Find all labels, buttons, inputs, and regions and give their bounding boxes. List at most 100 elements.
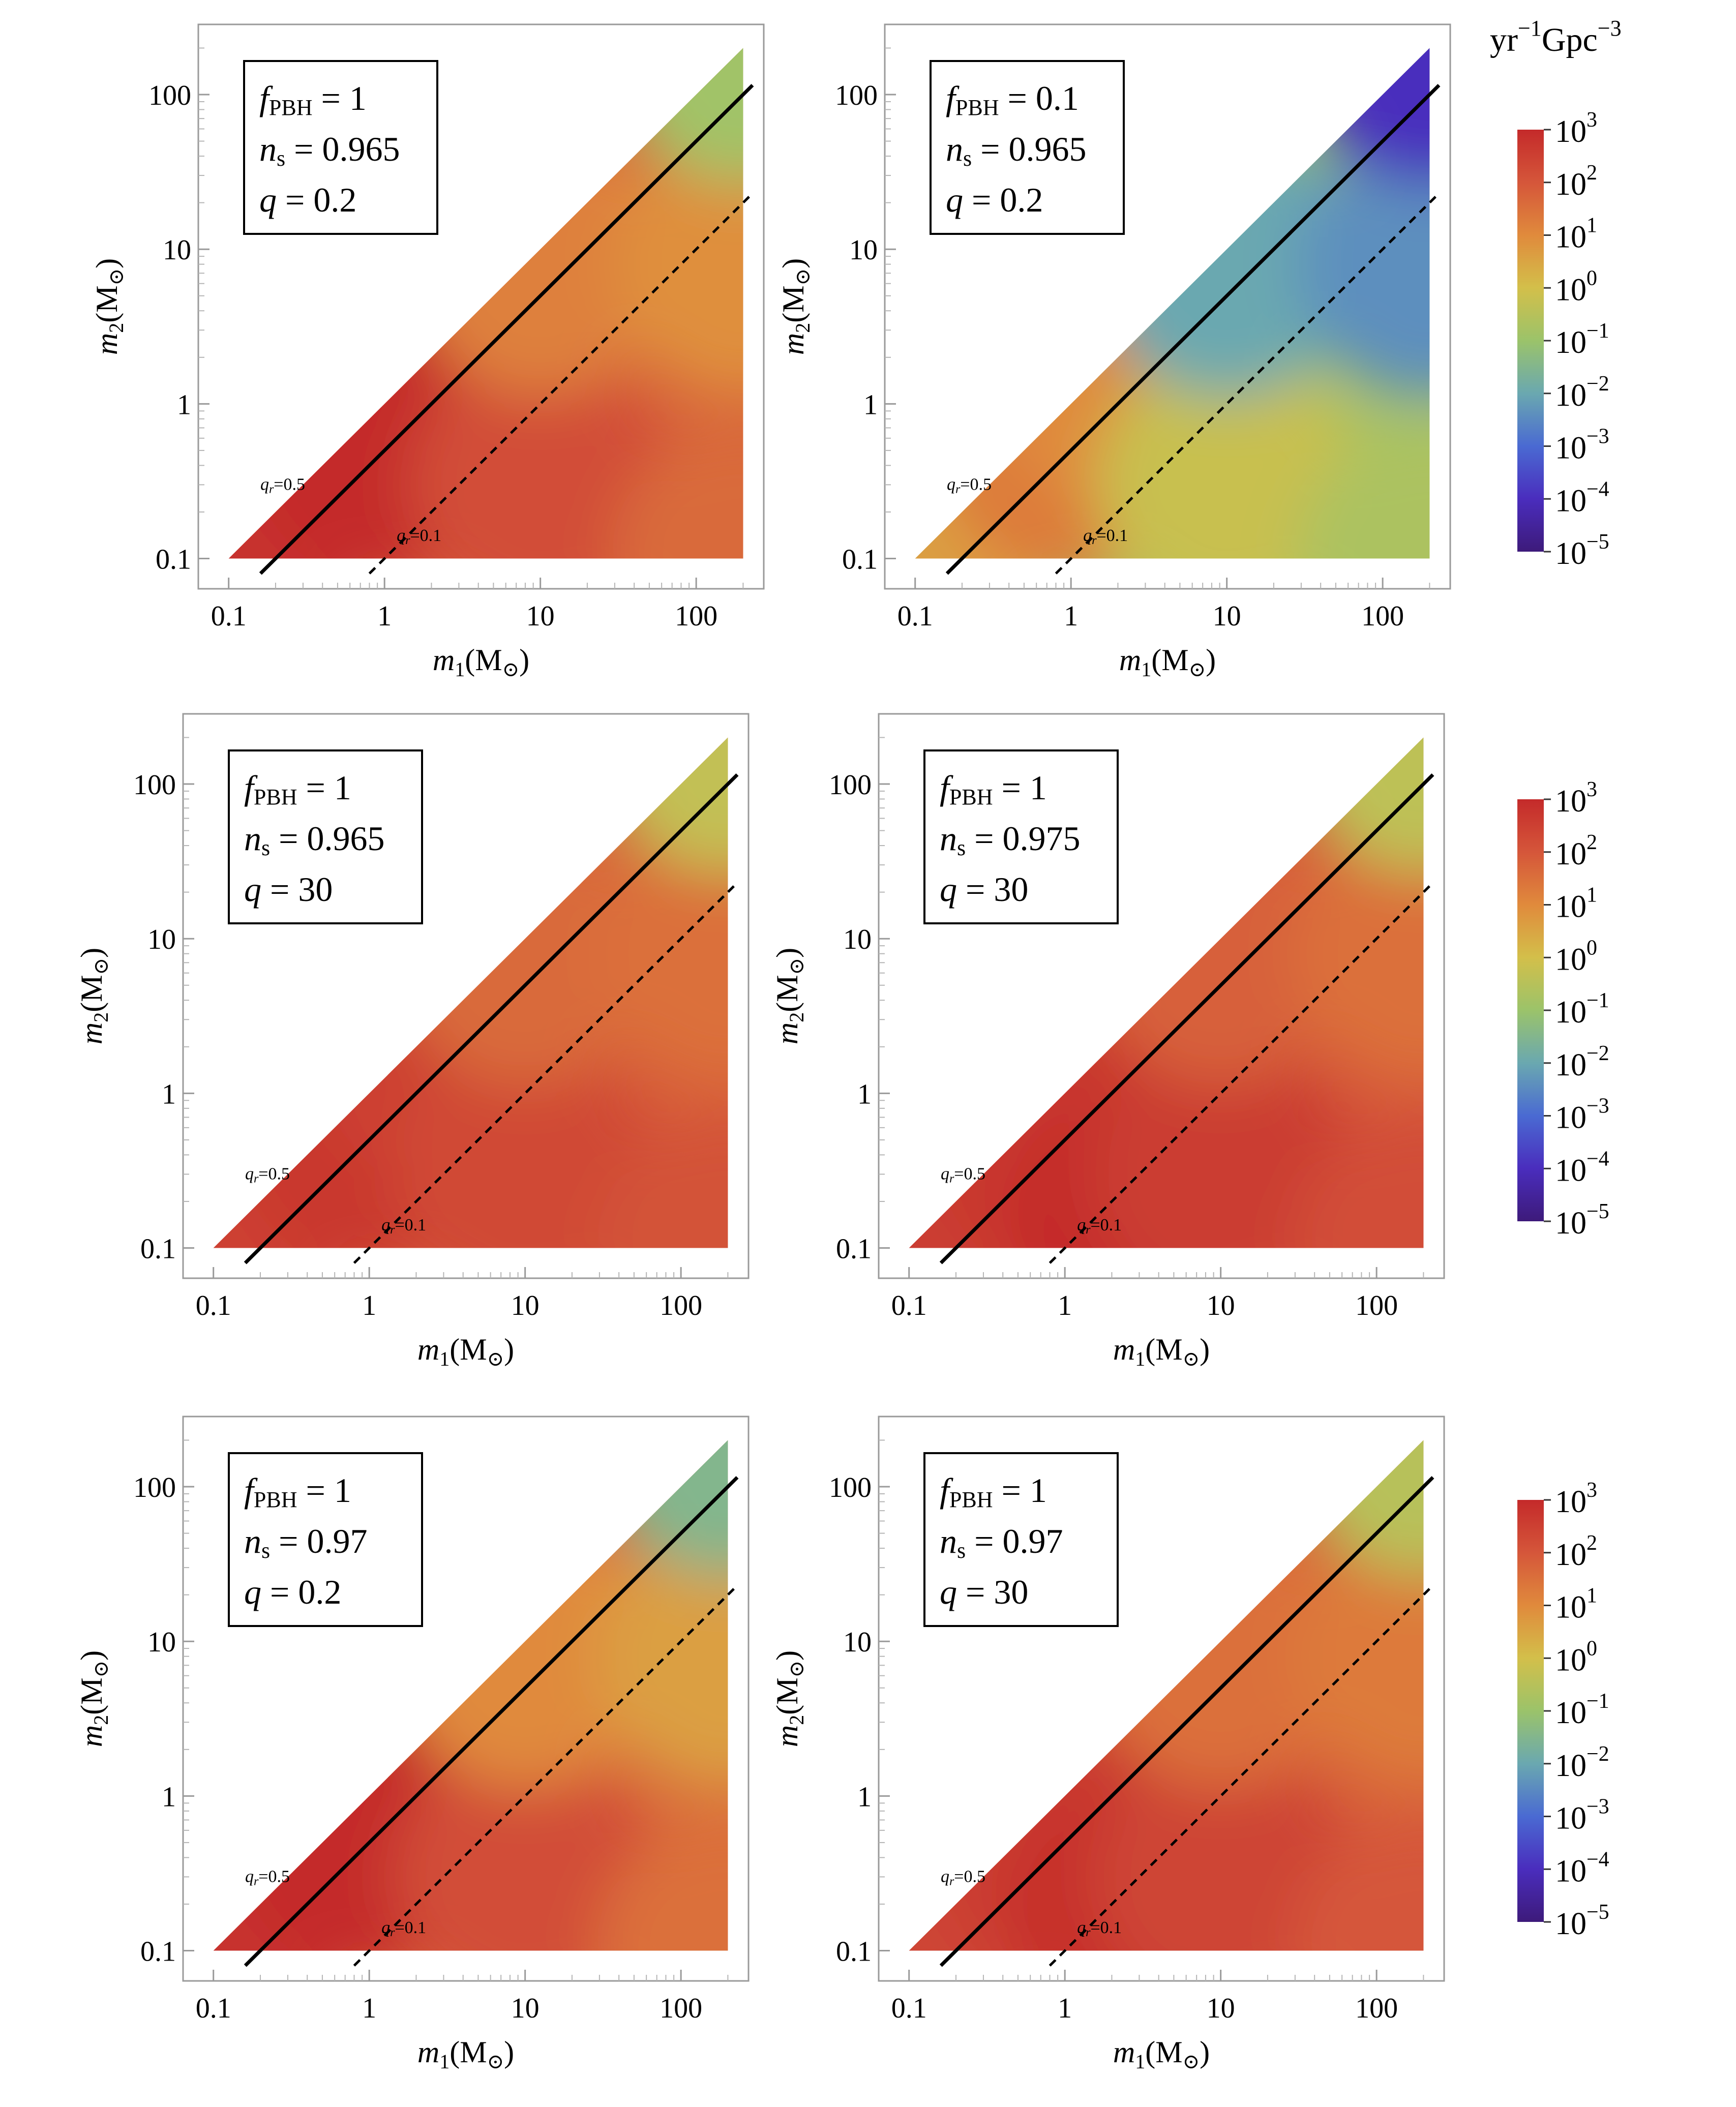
y-tick-label: 100 — [829, 769, 872, 801]
x-tick-label: 10 — [1207, 1290, 1235, 1321]
ratio-line-solid — [244, 773, 739, 1265]
param-fpbh: fPBH = 1 — [259, 79, 367, 120]
axis-ticks — [183, 737, 729, 1278]
colorbar-tick-label: 103 — [1555, 108, 1597, 149]
panel-6: qr=0.5 qr=0.1 0.1 1 10 100 0.1 1 10 100 m1(M⊙) m2(M… — [770, 1416, 1445, 2073]
y-tick-label: 10 — [843, 924, 872, 955]
rate-sample — [595, 821, 728, 1086]
ratio-line-dashed — [368, 192, 754, 575]
rate-sample — [393, 1744, 657, 1951]
panel-5: qr=0.5 qr=0.1 0.1 1 10 100 0.1 1 10 100 m1(M⊙) m2(M… — [75, 1416, 750, 2073]
parameter-box — [228, 749, 423, 924]
colorbar-3: 103 102 101 100 10−1 10−2 10−3 10−4 10−5 — [1517, 1479, 1609, 1941]
y-axis-label: m2(M⊙) — [90, 258, 128, 355]
param-fpbh: fPBH = 1 — [940, 768, 1047, 809]
x-tick-label: 100 — [660, 1290, 702, 1321]
plot-frame — [878, 1416, 1445, 1982]
rate-sample — [611, 426, 743, 559]
rate-sample — [1291, 1524, 1424, 1789]
y-tick-label: 100 — [148, 80, 191, 111]
colorbar-tick-label: 10−1 — [1555, 319, 1609, 360]
axis-ticks — [183, 1439, 729, 1981]
x-tick-label: 1 — [362, 1993, 376, 2024]
ratio-line-label: qr=0.1 — [1077, 1216, 1122, 1237]
heatmap — [213, 737, 728, 1248]
y-tick-label: 100 — [133, 769, 176, 801]
x-axis-label: m1(M⊙) — [433, 643, 529, 681]
colorbar-tick-label: 102 — [1555, 831, 1597, 871]
rate-sample — [1297, 132, 1430, 397]
rate-sample — [611, 132, 743, 397]
y-tick-label: 10 — [147, 924, 176, 955]
colorbar-tick-label: 10−5 — [1555, 1200, 1609, 1241]
param-fpbh: fPBH = 0.1 — [946, 79, 1079, 120]
colorbar-tick-label: 101 — [1555, 214, 1597, 255]
x-tick-label: 100 — [675, 600, 717, 632]
param-fpbh: fPBH = 1 — [244, 1471, 351, 1512]
y-tick-label: 100 — [835, 80, 878, 111]
param-ns: ns = 0.975 — [940, 819, 1080, 860]
param-q: q = 0.2 — [259, 180, 356, 219]
param-fpbh: fPBH = 1 — [940, 1471, 1047, 1512]
y-tick-label: 10 — [843, 1627, 872, 1658]
y-tick-label: 1 — [857, 1078, 872, 1110]
x-tick-label: 0.1 — [891, 1993, 927, 2024]
x-tick-label: 10 — [511, 1993, 540, 2024]
colorbar-tick-label: 102 — [1555, 161, 1597, 202]
heatmap — [915, 48, 1430, 559]
param-q: q = 0.2 — [946, 180, 1043, 219]
x-tick-label: 10 — [1207, 1993, 1235, 2024]
ratio-line-label: qr=0.1 — [1083, 526, 1128, 547]
colorbar-tick-label: 103 — [1555, 1479, 1597, 1519]
y-tick-label: 0.1 — [836, 1233, 872, 1265]
plot-frame — [182, 1416, 750, 1982]
x-tick-label: 0.1 — [196, 1290, 231, 1321]
param-ns: ns = 0.965 — [244, 819, 384, 860]
plot-frame — [182, 713, 750, 1279]
rate-sample — [1291, 821, 1424, 1086]
plot-frame — [884, 23, 1451, 590]
param-fpbh: fPBH = 1 — [244, 768, 351, 809]
y-tick-label: 10 — [147, 1627, 176, 1658]
y-tick-label: 0.1 — [842, 544, 878, 576]
y-axis-label: m2(M⊙) — [776, 258, 814, 355]
ratio-line-label: qr=0.1 — [397, 526, 441, 547]
rate-sample — [595, 1440, 728, 1576]
colorbar-1: 103 102 101 100 10−1 10−2 10−3 10−4 10−5 — [1517, 108, 1609, 571]
y-tick-label: 100 — [829, 1472, 872, 1503]
rate-sample — [595, 1116, 728, 1248]
x-tick-label: 100 — [660, 1993, 702, 2024]
colorbar-tick-label: 10−2 — [1555, 372, 1609, 413]
ratio-line-label: qr=0.1 — [381, 1918, 426, 1939]
ratio-line-dashed — [353, 1584, 738, 1967]
heatmap — [909, 737, 1424, 1248]
colorbar-tick-label: 101 — [1555, 1584, 1597, 1625]
axis-ticks — [879, 737, 1424, 1278]
rate-sample — [1297, 426, 1430, 559]
param-ns: ns = 0.97 — [940, 1522, 1063, 1563]
parameter-box — [228, 1452, 423, 1627]
heatmap-field — [915, 48, 1430, 559]
parameter-box — [923, 749, 1119, 924]
colorbar-tick-label: 10−5 — [1555, 1901, 1609, 1941]
ratio-line-solid — [945, 84, 1441, 575]
rate-sample — [1297, 48, 1430, 184]
y-tick-label: 10 — [849, 234, 878, 266]
colorbar-tick-label: 102 — [1555, 1531, 1597, 1572]
x-tick-label: 0.1 — [211, 600, 247, 632]
axis-ticks — [885, 47, 1430, 589]
x-tick-label: 100 — [1355, 1993, 1398, 2024]
ratio-line-label: qr=0.5 — [941, 1164, 985, 1185]
rate-sample — [909, 1818, 1041, 1951]
rate-sample — [595, 1818, 728, 1951]
x-tick-label: 0.1 — [196, 1993, 231, 2024]
rate-sample — [393, 1042, 657, 1248]
x-axis-label: m1(M⊙) — [417, 2035, 514, 2073]
ratio-line-dashed — [1055, 192, 1440, 575]
rate-sample — [595, 1524, 728, 1789]
param-q: q = 0.2 — [244, 1573, 341, 1611]
colorbar-tick-label: 10−1 — [1555, 1690, 1609, 1730]
ratio-line-dashed — [353, 882, 738, 1264]
ratio-line-label: qr=0.5 — [941, 1867, 985, 1888]
